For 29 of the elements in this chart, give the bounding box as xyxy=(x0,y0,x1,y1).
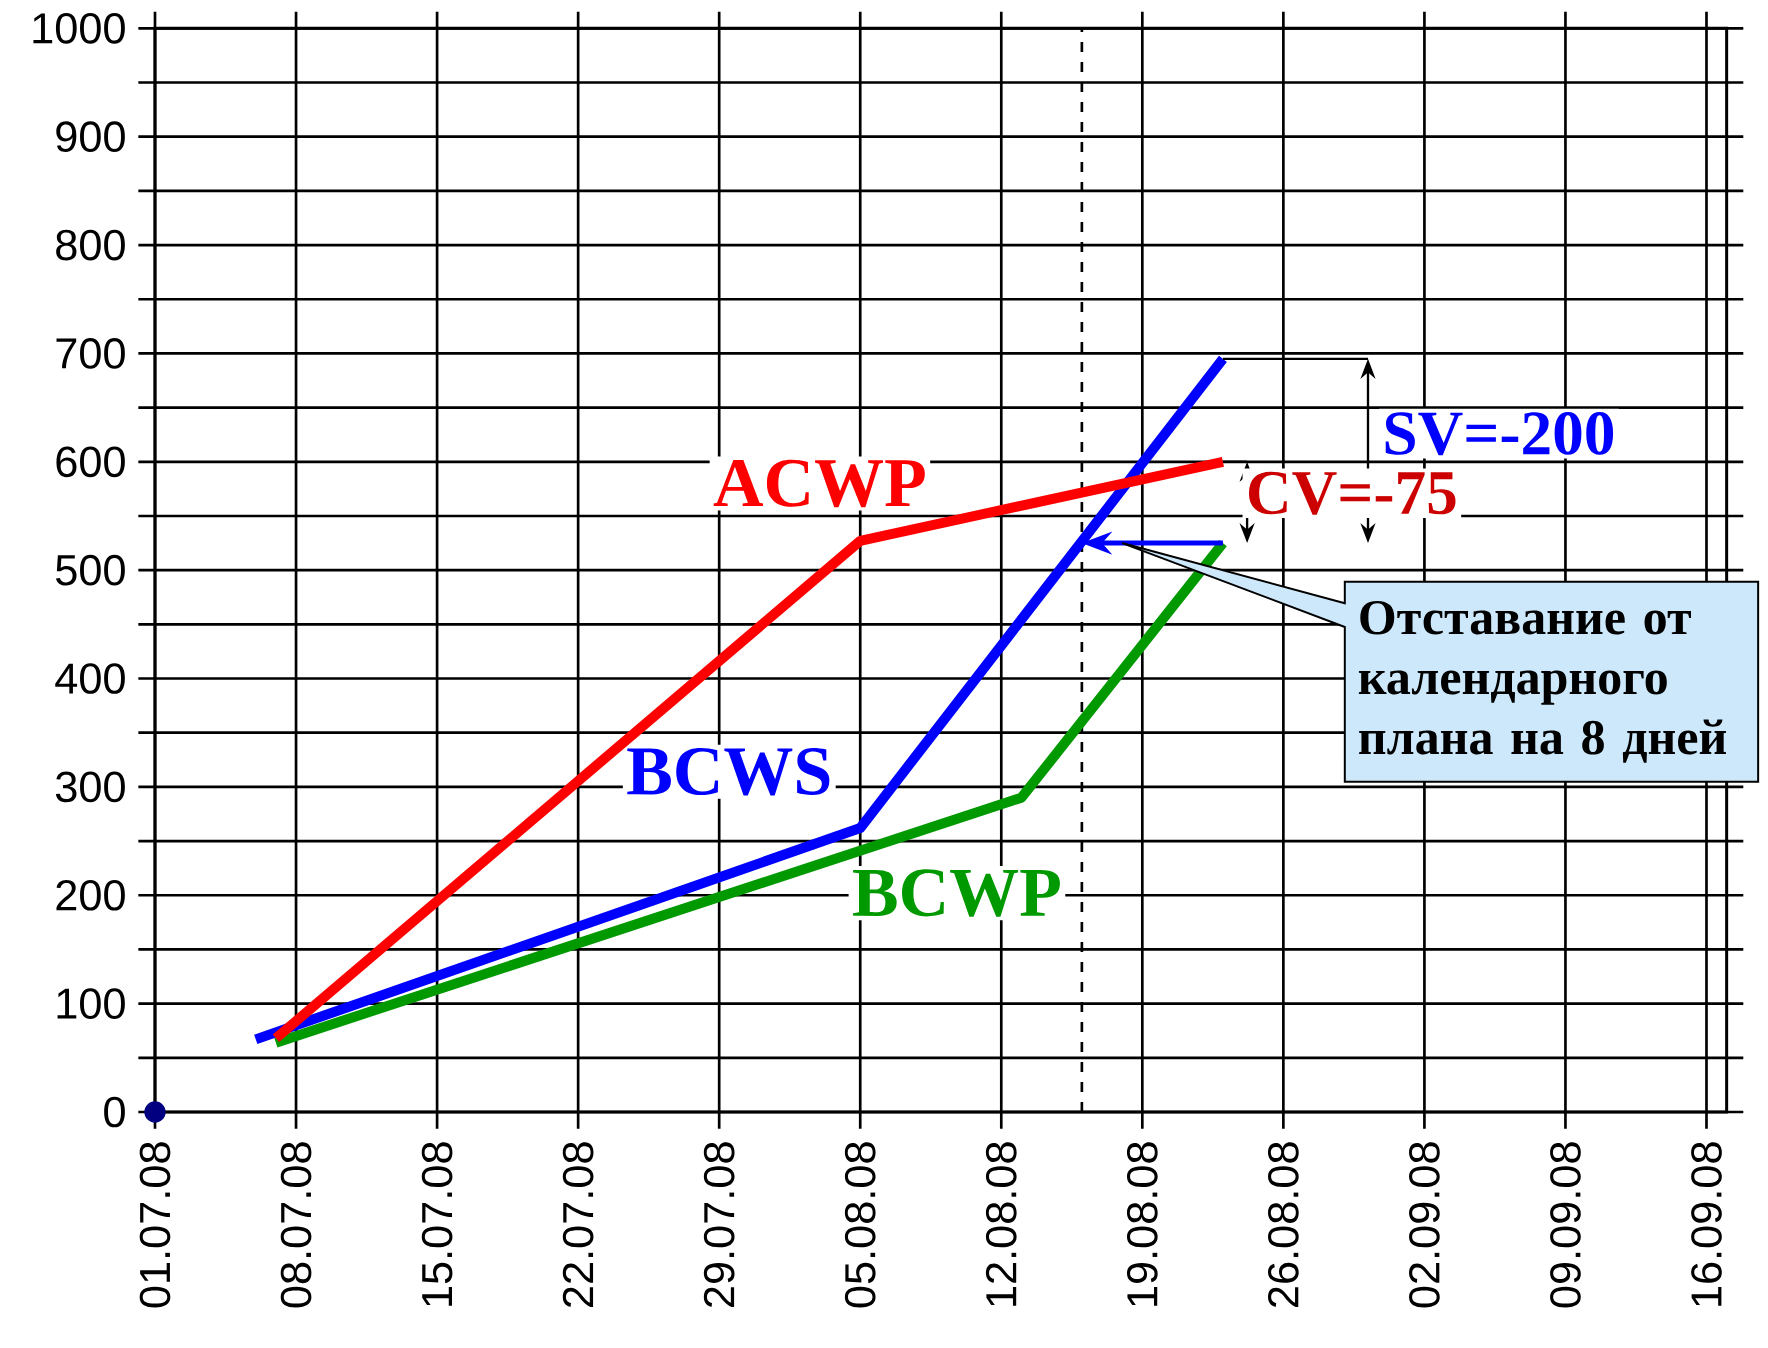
x-tick-label: 22.07.08 xyxy=(562,1142,594,1307)
series-label: ACWP xyxy=(713,459,925,508)
y-tick-label: 900 xyxy=(56,121,125,153)
annotation: Отставание от календарного плана на 8 дней xyxy=(1358,600,1727,763)
x-tick-label: 01.07.08 xyxy=(139,1142,171,1308)
x-tick-label: 09.09.08 xyxy=(1550,1142,1581,1308)
x-tick-label: 05.08.08 xyxy=(844,1142,876,1308)
x-tick-label: 12.08.08 xyxy=(985,1142,1017,1306)
x-tick-label: 15.07.08 xyxy=(421,1142,453,1306)
series-label: BCWP xyxy=(853,869,1060,917)
y-tick-label: 100 xyxy=(57,988,125,1019)
y-tick-label: 600 xyxy=(56,446,125,478)
y-tick-label: 800 xyxy=(56,229,125,261)
x-tick-label: 19.08.08 xyxy=(1126,1142,1158,1306)
x-tick-label: 02.09.08 xyxy=(1409,1142,1440,1308)
y-tick-label: 200 xyxy=(56,879,125,911)
y-tick-label: 0 xyxy=(104,1096,125,1128)
annotation: SV=-200 xyxy=(1385,412,1614,456)
x-tick-label: 16.09.08 xyxy=(1691,1142,1722,1306)
y-tick-label: 700 xyxy=(56,338,125,369)
x-tick-label: 26.08.08 xyxy=(1268,1142,1299,1307)
series-label: BCWS xyxy=(627,747,830,796)
y-tick-label: 400 xyxy=(55,663,125,694)
annotation: CV=-75 xyxy=(1248,471,1456,515)
y-tick-label: 300 xyxy=(55,771,125,803)
y-tick-label: 1000 xyxy=(33,12,125,44)
x-tick-label: 08.07.08 xyxy=(280,1142,312,1308)
x-tick-label: 29.07.08 xyxy=(703,1142,735,1307)
y-tick-label: 500 xyxy=(55,554,125,586)
